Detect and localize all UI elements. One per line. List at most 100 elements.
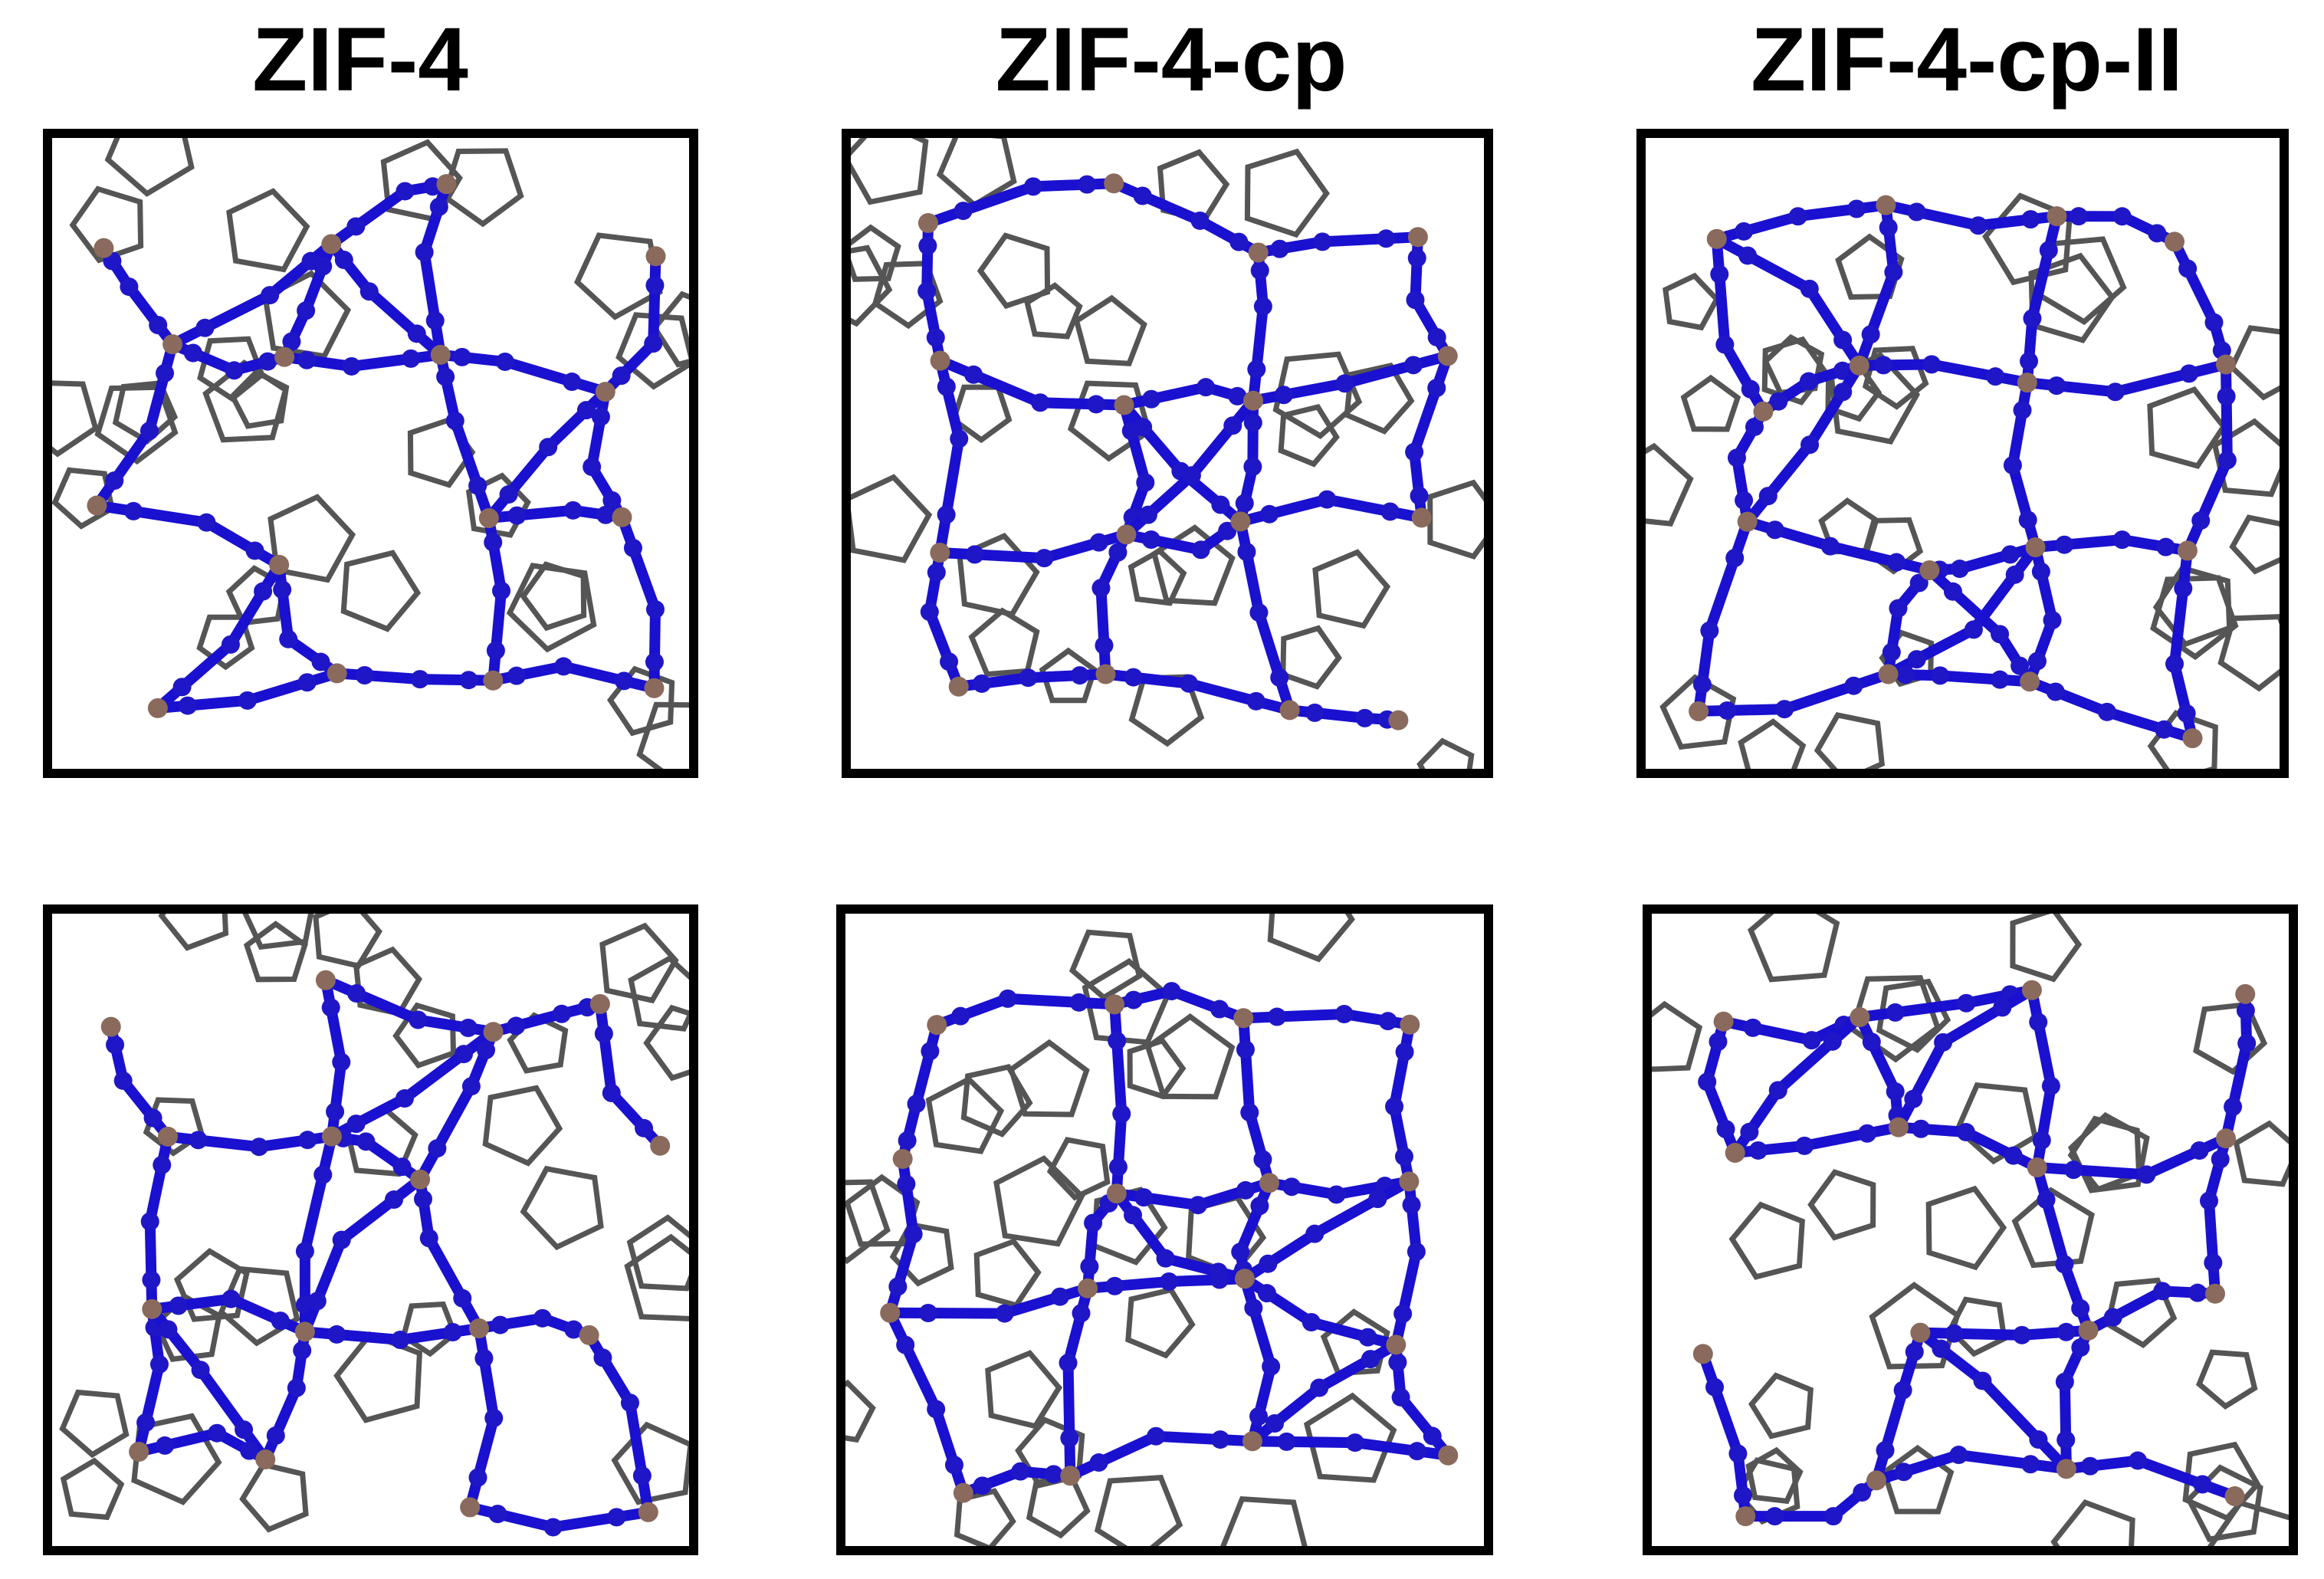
zinc-atom xyxy=(1078,1278,1098,1298)
zinc-atom xyxy=(1437,346,1458,366)
ring xyxy=(2182,1441,2261,1522)
ring xyxy=(2010,909,2083,983)
carbon-atom xyxy=(1700,621,1719,640)
nitrogen-atom xyxy=(1395,1042,1414,1062)
nitrogen-atom xyxy=(1250,1197,1269,1216)
nitrogen-atom xyxy=(1909,573,1928,593)
nitrogen-atom xyxy=(635,1118,654,1137)
carbon-atom xyxy=(1302,1312,1321,1331)
ring xyxy=(1825,363,1883,422)
carbon-atom xyxy=(645,600,665,619)
ring xyxy=(520,561,587,632)
zinc-atom xyxy=(2017,373,2037,393)
nitrogen-atom xyxy=(1134,418,1153,437)
nitrogen-atom xyxy=(2031,562,2050,581)
nitrogen-atom xyxy=(136,1413,156,1432)
nitrogen-atom xyxy=(1745,417,1764,436)
carbon-atom xyxy=(2204,313,2224,332)
nitrogen-atom xyxy=(1223,416,1242,435)
panel-title: ZIF-4 xyxy=(252,9,468,110)
nitrogen-atom xyxy=(1945,1324,1964,1343)
ring xyxy=(1954,1082,2038,1165)
nitrogen-atom xyxy=(2032,1131,2051,1150)
carbon-atom xyxy=(1991,625,2010,644)
nitrogen-atom xyxy=(297,673,317,692)
carbon-atom xyxy=(2003,455,2022,474)
ring xyxy=(1416,737,1475,773)
nitrogen-atom xyxy=(105,471,124,491)
carbon-atom xyxy=(1240,1103,1259,1122)
carbon-atom xyxy=(287,1378,306,1397)
zinc-atom xyxy=(1095,664,1116,684)
carbon-atom xyxy=(2055,1255,2074,1274)
ring xyxy=(2150,575,2239,661)
nitrogen-atom xyxy=(313,1165,333,1184)
carbon-atom xyxy=(552,1004,571,1023)
nitrogen-atom xyxy=(1050,1287,1069,1306)
nitrogen-atom xyxy=(1705,1377,1725,1397)
zinc-atom xyxy=(1725,1142,1745,1163)
nitrogen-atom xyxy=(1886,1003,1905,1022)
nitrogen-atom xyxy=(1692,675,1712,694)
ring xyxy=(1068,929,1143,1001)
zinc-atom xyxy=(410,1169,431,1190)
ring xyxy=(313,909,382,970)
nitrogen-atom xyxy=(594,1024,613,1043)
zinc-atom xyxy=(2177,540,2198,561)
ring xyxy=(2185,1464,2263,1542)
nitrogen-atom xyxy=(1236,1040,1255,1059)
carbon-atom xyxy=(1957,993,1976,1013)
carbon-atom xyxy=(1931,666,1950,685)
nitrogen-atom xyxy=(1823,1032,1842,1051)
ring xyxy=(977,232,1051,310)
carbon-atom xyxy=(2012,1325,2031,1344)
nitrogen-atom xyxy=(1907,202,1926,222)
carbon-atom xyxy=(2153,1282,2172,1301)
carbon-atom xyxy=(395,1089,414,1108)
bond xyxy=(299,1174,426,1338)
panel-title: ZIF-4-cp xyxy=(996,9,1347,110)
ring xyxy=(2050,1499,2135,1551)
nitrogen-atom xyxy=(1833,382,1853,402)
ring xyxy=(143,1097,205,1157)
zinc-atom xyxy=(579,1325,599,1345)
nitrogen-atom xyxy=(499,485,518,504)
nitrogen-atom xyxy=(2027,652,2047,671)
ring xyxy=(1039,647,1098,704)
nitrogen-atom xyxy=(1709,1032,1728,1052)
nitrogen-atom xyxy=(927,563,946,582)
nitrogen-atom xyxy=(384,1190,403,1210)
carbon-atom xyxy=(1035,549,1054,568)
nitrogen-atom xyxy=(2004,1146,2023,1165)
zinc-atom xyxy=(142,1298,162,1319)
nitrogen-atom xyxy=(888,1277,908,1296)
ring xyxy=(841,1179,891,1265)
ring xyxy=(243,921,308,983)
ring xyxy=(392,1002,457,1069)
zinc-atom xyxy=(94,238,114,258)
ring xyxy=(1127,1037,1187,1100)
nitrogen-atom xyxy=(2191,511,2211,530)
carbon-atom xyxy=(1156,1249,1175,1268)
panel-frame xyxy=(842,129,1493,778)
carbon-atom xyxy=(917,281,937,300)
zinc-atom xyxy=(595,382,615,402)
nitrogen-atom xyxy=(326,1102,345,1121)
carbon-atom xyxy=(1355,708,1374,727)
carbon-atom xyxy=(297,301,316,320)
nitrogen-atom xyxy=(488,1505,507,1524)
nitrogen-atom xyxy=(2204,1253,2223,1272)
nitrogen-atom xyxy=(2029,1430,2048,1449)
nitrogen-atom xyxy=(1733,1485,1752,1505)
nitrogen-atom xyxy=(282,332,301,351)
carbon-atom xyxy=(1715,335,1735,354)
ring xyxy=(2233,1120,2293,1187)
carbon-atom xyxy=(1968,216,1988,235)
ring xyxy=(333,1331,423,1423)
ring xyxy=(968,607,1040,678)
nitrogen-atom xyxy=(178,696,197,715)
nitrogen-atom xyxy=(1932,1339,1951,1358)
carbon-atom xyxy=(1190,211,1210,230)
ring xyxy=(226,188,310,273)
nitrogen-atom xyxy=(407,324,426,343)
